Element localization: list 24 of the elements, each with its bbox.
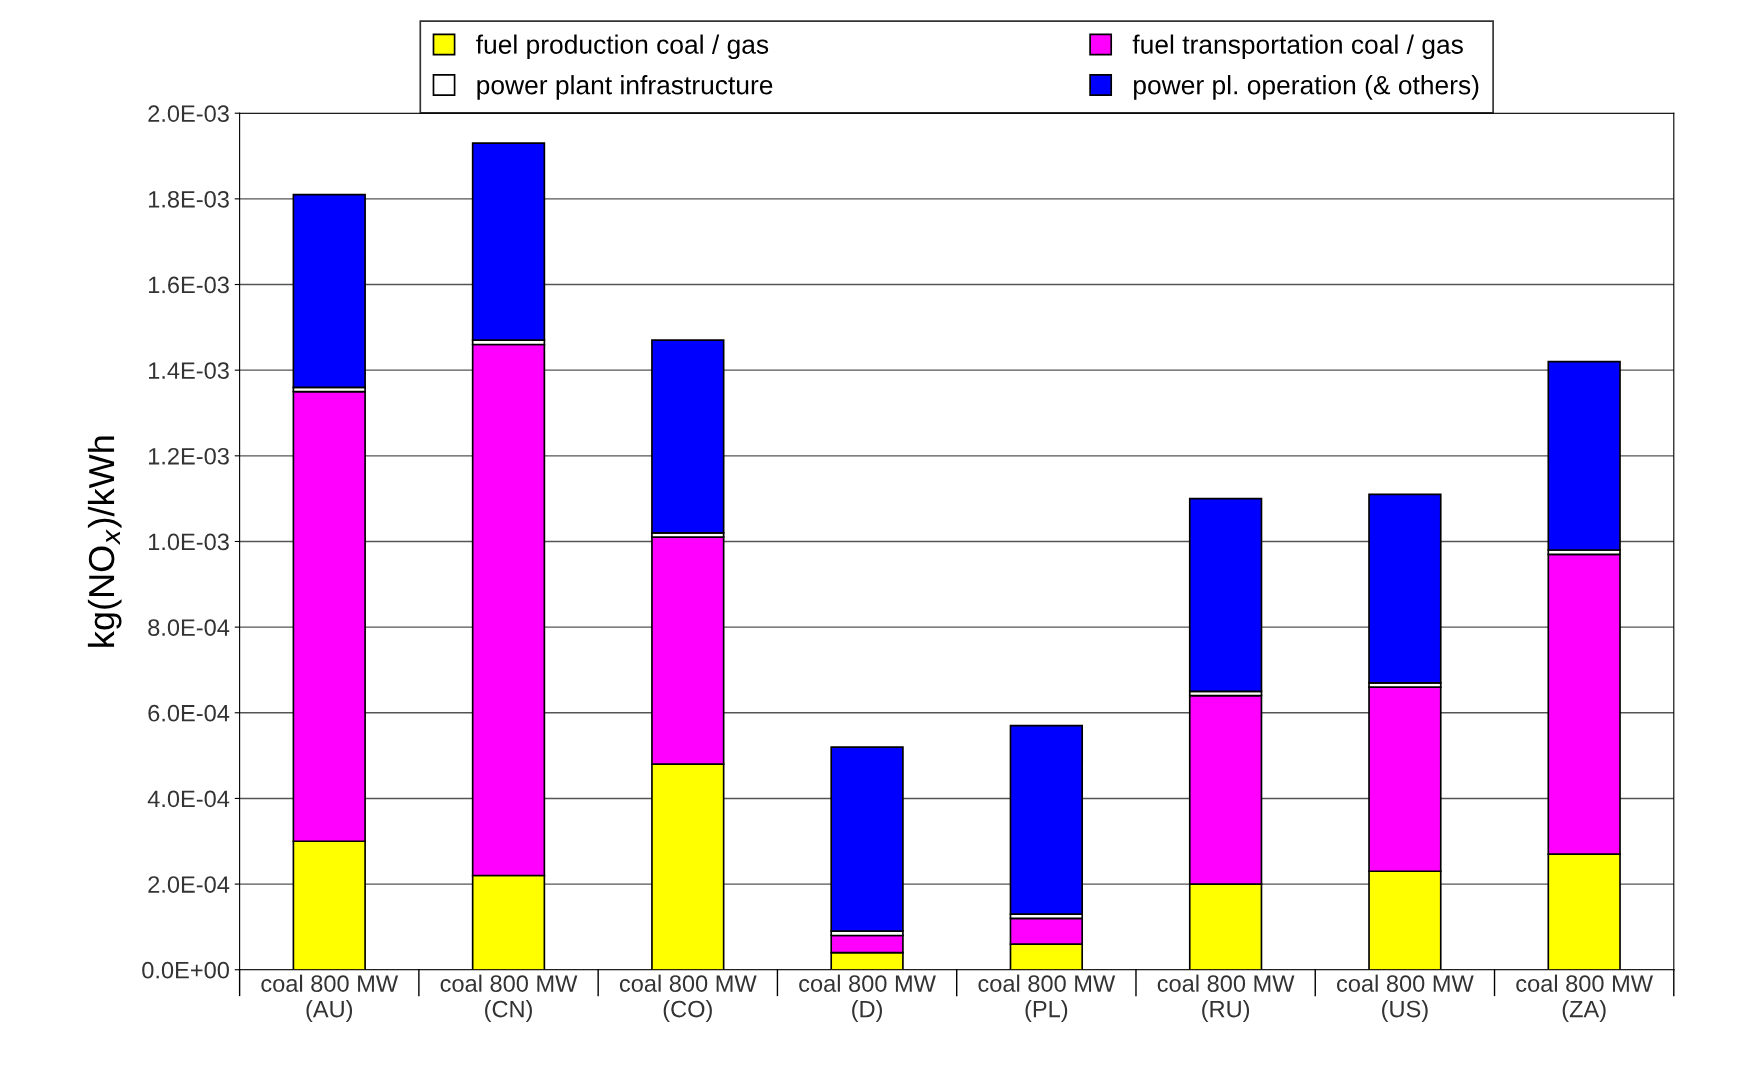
y-tick-label: 2.0E-03 [148,105,229,122]
x-tick-label: coal 800 MW (US) [1337,974,1474,1023]
y-tick-label: 1.0E-03 [149,533,229,551]
y-tick-label: 1.8E-03 [149,190,229,208]
y-tick-label: 6.0E-04 [148,704,230,722]
x-tick-label: coal 800 MW (RU) [1157,974,1295,1023]
x-tick-label: coal 800 MW (CN) [440,974,578,1023]
y-tick-label: 1.2E-03 [149,447,229,465]
x-tick-label: coal 800 MW (CO) [619,974,757,1023]
x-tick-label: coal 800 MW (D) [799,974,936,1023]
y-axis-title: kg(NO$_{x}$)/kWh [87,436,122,647]
y-tick-label: 8.0E-04 [148,619,230,636]
y-tick-label: 1.6E-03 [149,276,229,294]
x-tick-label: coal 800 MW (AU) [261,974,399,1023]
y-tick-label: 0.0E+00 [142,961,229,979]
legend-label: power plant infrastructure [477,75,773,100]
y-tick-label: 1.4E-03 [149,362,229,379]
legend-label: fuel transportation coal / gas [1132,34,1463,60]
x-tick-label: coal 800 MW (PL) [978,974,1116,1023]
x-tick-label: coal 800 MW (ZA) [1516,974,1653,1023]
y-tick-label: 4.0E-04 [147,790,230,808]
legend-label: power pl. operation (& others) [1134,75,1479,100]
legend-label: fuel production coal / gas [476,34,769,60]
y-tick-label: 2.0E-04 [148,876,230,893]
